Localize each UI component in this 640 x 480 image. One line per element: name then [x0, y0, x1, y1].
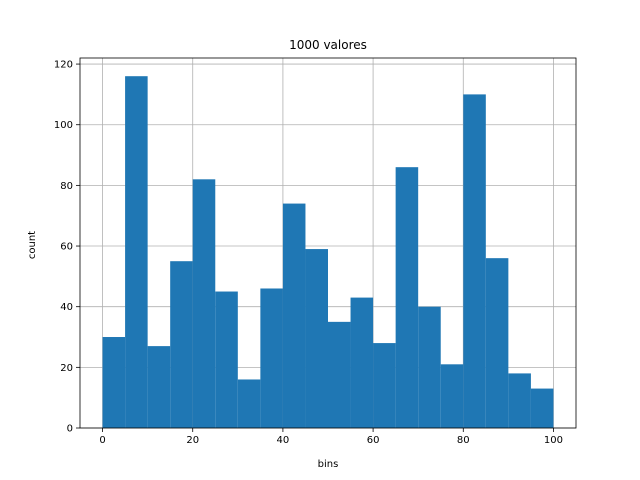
- histogram-bar: [440, 364, 464, 428]
- histogram-bar: [237, 379, 261, 428]
- x-tick-label: 40: [277, 435, 290, 446]
- histogram-bar: [282, 203, 306, 428]
- x-tick-label: 60: [367, 435, 380, 446]
- x-axis-ticks: 0 20 40 60 80 100: [99, 428, 563, 446]
- histogram-bar: [418, 306, 441, 428]
- y-tick-label: 120: [54, 60, 73, 71]
- y-axis-ticks: 0 20 40 60 80 100 120: [54, 60, 80, 435]
- histogram-bar: [215, 291, 238, 428]
- y-tick-label: 60: [60, 242, 73, 253]
- y-tick-label: 0: [67, 424, 73, 435]
- histogram-bar: [463, 94, 486, 429]
- x-axis-label: bins: [318, 459, 339, 470]
- histogram-bar: [102, 337, 126, 428]
- histogram-bar: [350, 297, 374, 428]
- chart-title: 1000 valores: [289, 38, 367, 52]
- plot-frame: [79, 57, 577, 429]
- histogram-bar: [170, 261, 193, 428]
- histogram-bar: [530, 388, 554, 428]
- histogram-bar: [192, 179, 216, 428]
- histogram-bar: [395, 167, 419, 428]
- y-tick-label: 100: [54, 120, 73, 131]
- y-axis-label: count: [27, 231, 38, 259]
- histogram-bar: [485, 258, 509, 428]
- x-tick-label: 20: [186, 435, 199, 446]
- histogram-bar: [147, 346, 171, 428]
- histogram-bar: [260, 288, 283, 428]
- x-tick-label: 0: [99, 435, 105, 446]
- y-tick-label: 20: [60, 363, 73, 374]
- x-tick-label: 100: [544, 435, 563, 446]
- histogram-bar: [328, 321, 351, 428]
- y-tick-label: 80: [60, 181, 73, 192]
- histogram-bar: [125, 76, 148, 429]
- x-tick-label: 80: [457, 435, 470, 446]
- y-tick-label: 40: [60, 302, 73, 313]
- bars: [102, 76, 554, 429]
- histogram-bar: [305, 249, 328, 428]
- histogram-bar: [373, 343, 396, 428]
- histogram-bar: [508, 373, 531, 428]
